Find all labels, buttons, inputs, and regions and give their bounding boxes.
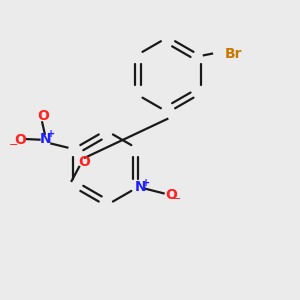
Text: O: O (165, 188, 177, 202)
Text: O: O (37, 110, 49, 124)
Text: +: + (47, 130, 55, 140)
Text: N: N (135, 180, 146, 194)
Text: +: + (142, 178, 150, 188)
Text: O: O (78, 155, 90, 169)
Text: −: − (171, 194, 181, 204)
Text: O: O (14, 133, 26, 147)
Text: Br: Br (224, 47, 242, 61)
Text: N: N (40, 132, 51, 146)
Text: −: − (9, 140, 18, 150)
